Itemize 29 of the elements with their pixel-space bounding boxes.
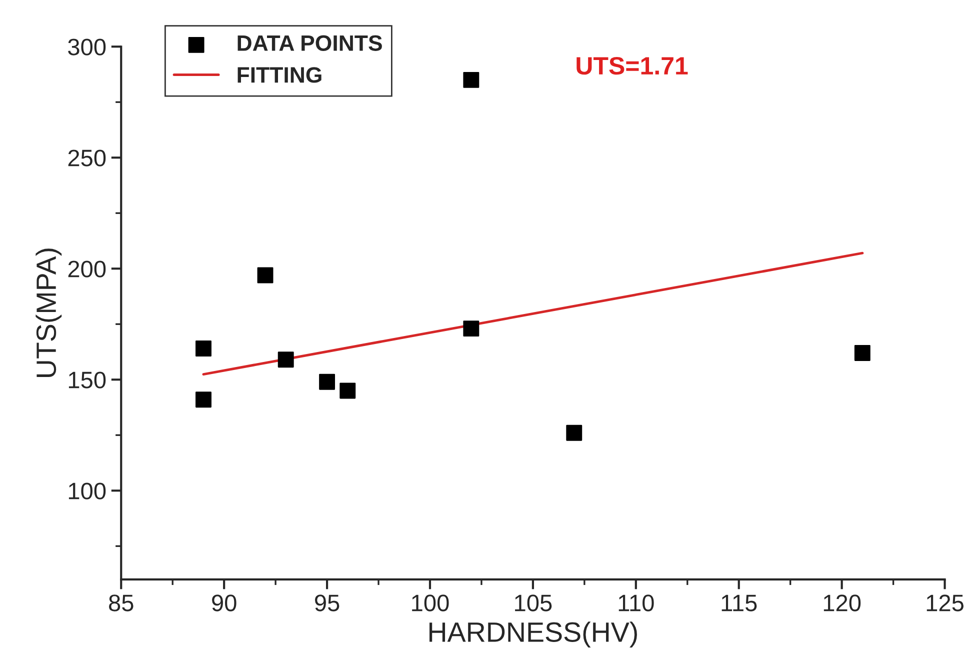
x-tick-label: 120 — [824, 594, 861, 612]
x-tick-label: 90 — [212, 594, 236, 612]
annotation: UTS=1.71 — [576, 56, 688, 75]
point — [319, 374, 336, 390]
point — [340, 382, 356, 399]
x-tick-label: 115 — [722, 594, 757, 612]
x-tick-label: 85 — [109, 594, 134, 612]
x-tick-label: 100 — [412, 594, 449, 612]
y-tick-label: 200 — [68, 260, 106, 278]
point — [854, 345, 870, 361]
y-tick-label: 150 — [68, 372, 106, 388]
x-tick-label: 95 — [315, 594, 340, 612]
point — [463, 320, 480, 337]
y-tick-label: 250 — [68, 150, 106, 166]
legend-label: FITTING — [238, 67, 322, 83]
point — [257, 267, 274, 284]
point — [196, 340, 212, 357]
point — [278, 352, 294, 368]
x-tick-label: 110 — [618, 594, 654, 612]
y-tick-label: 300 — [68, 38, 106, 56]
point — [463, 72, 480, 88]
y-axis-title: UTS(MPA) — [36, 248, 62, 377]
y-tick-label: 100 — [68, 482, 106, 500]
legend-label: DATA POINTS — [238, 35, 382, 51]
x-tick-label: 105 — [515, 594, 552, 612]
x-tick-label: 125 — [926, 594, 964, 612]
point — [566, 424, 582, 441]
point — [196, 392, 212, 408]
x-axis-title: HARDNESS(HV) — [430, 622, 637, 648]
